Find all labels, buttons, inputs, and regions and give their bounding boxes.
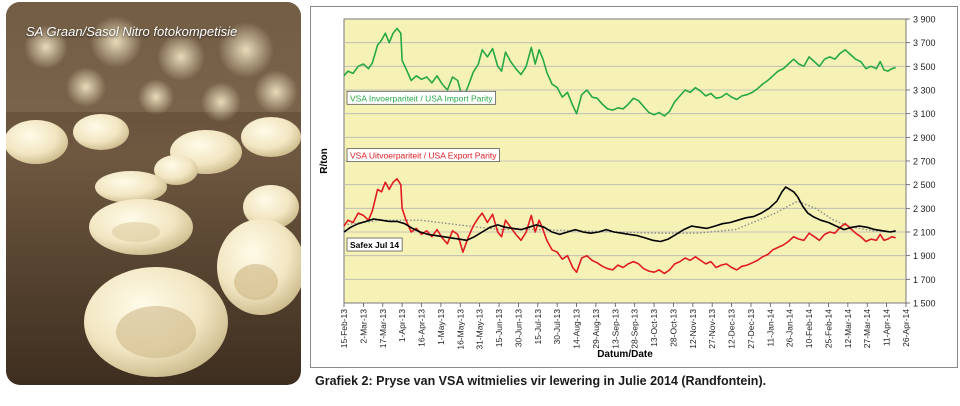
xtick-label: 14-Aug-13 [572, 309, 582, 349]
xtick-label: 28-Sep-13 [630, 309, 640, 349]
maize-photo-illustration [6, 2, 301, 385]
y-axis-ticks: 1 500 1 700 1 900 2 100 2 300 2 500 2 700 2 900… [906, 15, 936, 309]
ytick-label: 2 900 [913, 133, 936, 143]
ytick-label: 1 500 [913, 299, 936, 309]
xtick-label: 11-Apr-14 [882, 309, 892, 346]
xtick-label: 30-Jun-13 [513, 309, 523, 348]
figure-caption: Grafiek 2: Pryse van VSA witmielies vir … [315, 374, 767, 388]
x-axis-ticks: 15-Feb-13 2-Mar-13 17-Mar-13 1-Apr-13 16-Apr… [339, 303, 911, 350]
y-axis-label: R/ton [319, 148, 330, 174]
ytick-label: 2 500 [913, 180, 936, 190]
ytick-label: 2 100 [913, 228, 936, 238]
series-line-import-parity [343, 27, 896, 117]
xtick-label: 30-Jul-13 [552, 309, 562, 345]
ytick-label: 1 700 [913, 275, 936, 285]
ytick-label: 2 700 [913, 157, 936, 167]
series-line-export-parity [343, 178, 896, 275]
xtick-label: 16-May-13 [455, 309, 465, 350]
annotation-export-parity: VSA Uitvoerpariteit / USA Export Parity [346, 148, 500, 163]
annotation-safex: Safex Jul 14 [346, 237, 403, 252]
xtick-label: 26-Jan-14 [785, 309, 795, 348]
xtick-label: 15-Jun-13 [494, 309, 504, 348]
ytick-label: 3 900 [913, 15, 936, 25]
ytick-label: 2 300 [913, 204, 936, 214]
ytick-label: 3 700 [913, 38, 936, 48]
xtick-label: 12-Dec-13 [727, 309, 737, 349]
xtick-label: 27-Mar-14 [862, 309, 872, 348]
xtick-label: 13-Sep-13 [610, 309, 620, 349]
xtick-label: 17-Mar-13 [378, 309, 388, 348]
xtick-label: 29-Aug-13 [591, 309, 601, 349]
xtick-label: 16-Apr-13 [417, 309, 427, 347]
svg-text:VSA Invoerpariteit / USA Impor: VSA Invoerpariteit / USA Import Parity [350, 93, 493, 103]
xtick-label: 27-Nov-13 [707, 309, 717, 349]
series-lines [343, 27, 896, 275]
ytick-label: 3 500 [913, 62, 936, 72]
svg-text:VSA Uitvoerpariteit / USA Expo: VSA Uitvoerpariteit / USA Export Parity [350, 151, 497, 161]
price-chart: 1 500 1 700 1 900 2 100 2 300 2 500 2 700 2 900… [319, 15, 936, 361]
annotation-import-parity: VSA Invoerpariteit / USA Import Parity [346, 90, 497, 105]
xtick-label: 10-Feb-14 [804, 309, 814, 348]
xtick-label: 1-May-13 [436, 309, 446, 345]
photo-caption: SA Graan/Sasol Nitro fotokompetisie [26, 24, 238, 39]
xtick-label: 15-Jul-13 [533, 309, 543, 345]
series-annotations: VSA Invoerpariteit / USA Import Parity VS… [346, 90, 500, 252]
xtick-label: 28-Oct-13 [668, 309, 678, 347]
xtick-label: 12-Mar-14 [843, 309, 853, 348]
ytick-label: 3 100 [913, 109, 936, 119]
svg-text:Safex Jul 14: Safex Jul 14 [350, 240, 399, 250]
x-axis-label: Datum/Date [597, 349, 653, 360]
photo-maize-kernels: SA Graan/Sasol Nitro fotokompetisie [6, 2, 301, 385]
xtick-label: 13-Oct-13 [649, 309, 659, 347]
xtick-label: 11-Jan-14 [765, 309, 775, 347]
xtick-label: 25-Feb-14 [823, 309, 833, 348]
ytick-label: 1 900 [913, 251, 936, 261]
xtick-label: 12-Nov-13 [688, 309, 698, 349]
xtick-label: 27-Dec-13 [746, 309, 756, 349]
price-chart-frame: 1 500 1 700 1 900 2 100 2 300 2 500 2 700 2 900… [310, 6, 958, 368]
xtick-label: 1-Apr-13 [397, 309, 407, 342]
series-line-safex [343, 186, 896, 243]
xtick-label: 26-Apr-14 [901, 309, 911, 347]
ytick-label: 3 300 [913, 86, 936, 96]
xtick-label: 2-Mar-13 [358, 309, 368, 344]
xtick-label: 31-May-13 [475, 309, 485, 350]
xtick-label: 15-Feb-13 [339, 309, 349, 348]
